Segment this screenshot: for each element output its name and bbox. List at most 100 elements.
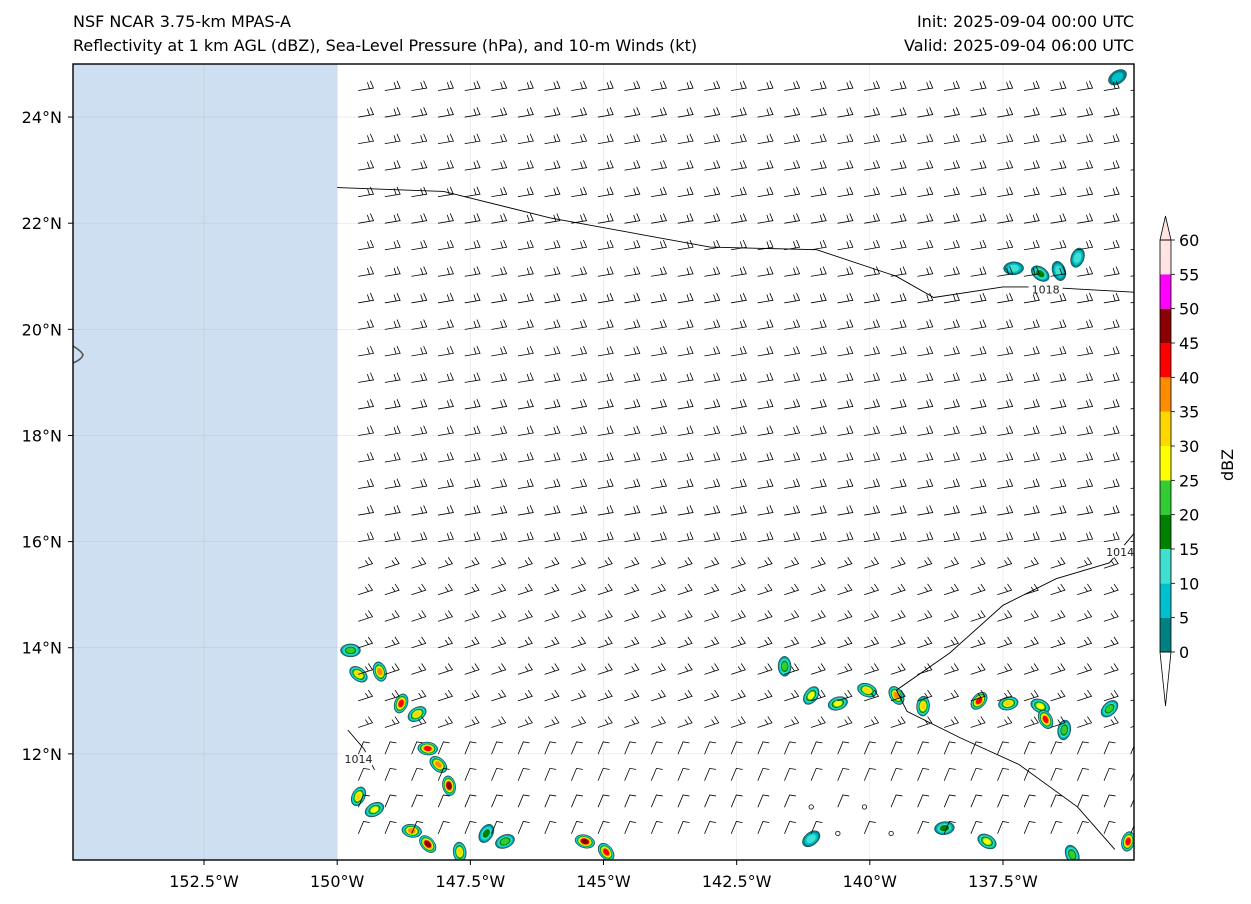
wind-barb xyxy=(1023,266,1040,277)
reflectivity-blob xyxy=(457,848,463,857)
wind-barb xyxy=(730,531,747,542)
wind-barb xyxy=(437,741,450,755)
wind-barb xyxy=(837,372,854,383)
wind-barb xyxy=(917,345,934,357)
wind-barb xyxy=(917,505,934,516)
isobar: 1018 xyxy=(337,187,1134,298)
wind-barb xyxy=(517,319,534,330)
wind-barb xyxy=(810,821,823,834)
wind-barb xyxy=(384,107,401,118)
wind-barb xyxy=(358,345,375,357)
colorbar-tick-label: 50 xyxy=(1179,300,1199,319)
latitude-axis: 24°N 22°N 20°N 18°N 16°N 14°N 12°N xyxy=(22,108,73,764)
wind-barb xyxy=(517,160,534,171)
wind-barb xyxy=(704,767,717,781)
wind-barb xyxy=(1077,689,1093,702)
wind-barb xyxy=(437,160,454,171)
colorbar-tick-label: 15 xyxy=(1179,540,1199,559)
wind-barb xyxy=(970,505,987,516)
wind-barb xyxy=(730,266,747,277)
wind-barb xyxy=(651,636,667,649)
wind-barb xyxy=(358,531,375,542)
wind-barb xyxy=(757,425,774,436)
wind-barb xyxy=(677,505,694,516)
wind-barb xyxy=(517,583,533,596)
valid-time: Valid: 2025-09-04 06:00 UTC xyxy=(903,36,1134,55)
wind-barb xyxy=(1023,794,1036,808)
reflectivity-blob xyxy=(983,838,991,845)
wind-barb xyxy=(997,610,1013,622)
wind-barb xyxy=(704,292,721,304)
wind-barb xyxy=(571,186,588,198)
wind-barb xyxy=(943,610,960,622)
wind-barb xyxy=(437,821,450,834)
wind-barb xyxy=(358,213,375,224)
wind-barb xyxy=(464,399,481,410)
wind-barb xyxy=(997,319,1014,330)
wind-barb xyxy=(411,133,428,144)
wind-barb xyxy=(491,133,508,144)
wind-barb xyxy=(464,425,481,436)
wind-barb xyxy=(943,160,960,171)
wind-barb xyxy=(358,425,375,436)
wind-barb xyxy=(730,452,747,463)
wind-barb xyxy=(384,741,397,755)
wind-barb xyxy=(624,663,640,675)
lon-tick-label: 137.5°W xyxy=(968,872,1038,891)
wind-barb xyxy=(1103,133,1120,144)
wind-barb xyxy=(437,610,454,622)
wind-barb xyxy=(837,160,854,171)
wind-barb xyxy=(1023,107,1040,118)
wind-barb xyxy=(970,186,987,198)
reflectivity-blob xyxy=(833,700,842,707)
reflectivity-cell xyxy=(478,824,495,843)
wind-barb xyxy=(997,425,1014,436)
wind-barb xyxy=(1103,663,1119,675)
wind-barb xyxy=(651,186,668,198)
wind-barb xyxy=(411,689,427,702)
wind-barb xyxy=(1050,345,1067,357)
reflectivity-cell xyxy=(401,823,422,838)
reflectivity-blob xyxy=(807,691,815,700)
wind-barb xyxy=(571,80,588,91)
wind-barb xyxy=(730,794,743,808)
reflectivity-blob xyxy=(1055,265,1063,277)
colorbar-bin xyxy=(1160,274,1171,309)
reflectivity-cell xyxy=(977,833,997,850)
wind-barb xyxy=(917,160,934,171)
wind-barb xyxy=(890,557,906,569)
wind-barb xyxy=(890,345,907,357)
wind-barb xyxy=(757,821,770,834)
wind-barb xyxy=(837,794,850,808)
wind-barb xyxy=(517,767,530,781)
wind-barb xyxy=(651,663,667,675)
wind-barb xyxy=(757,80,774,91)
wind-barb xyxy=(784,452,801,463)
wind-barb xyxy=(1103,636,1119,649)
wind-barb xyxy=(864,107,881,118)
wind-barb xyxy=(1103,292,1120,304)
wind-barb xyxy=(704,452,721,463)
wind-barb xyxy=(890,80,907,91)
wind-barb xyxy=(597,213,614,224)
wind-barb xyxy=(464,531,481,542)
wind-barb xyxy=(704,266,721,277)
wind-barb xyxy=(491,239,508,251)
no-data-region xyxy=(73,64,338,860)
wind-barb xyxy=(597,531,614,542)
wind-barb xyxy=(997,213,1014,224)
wind-barb xyxy=(544,266,561,277)
wind-barb xyxy=(757,292,774,304)
wind-barb xyxy=(784,505,801,516)
wind-barb xyxy=(571,505,588,516)
wind-barb xyxy=(491,610,507,622)
wind-barb xyxy=(384,133,401,144)
isobar-line xyxy=(895,532,1134,850)
wind-barb xyxy=(757,186,774,198)
wind-barb xyxy=(491,452,508,463)
wind-barb xyxy=(864,292,881,304)
wind-barb xyxy=(997,399,1014,410)
lon-tick-label: 152.5°W xyxy=(169,872,239,891)
colorbar-bin xyxy=(1160,377,1171,412)
wind-barb xyxy=(1077,636,1093,649)
